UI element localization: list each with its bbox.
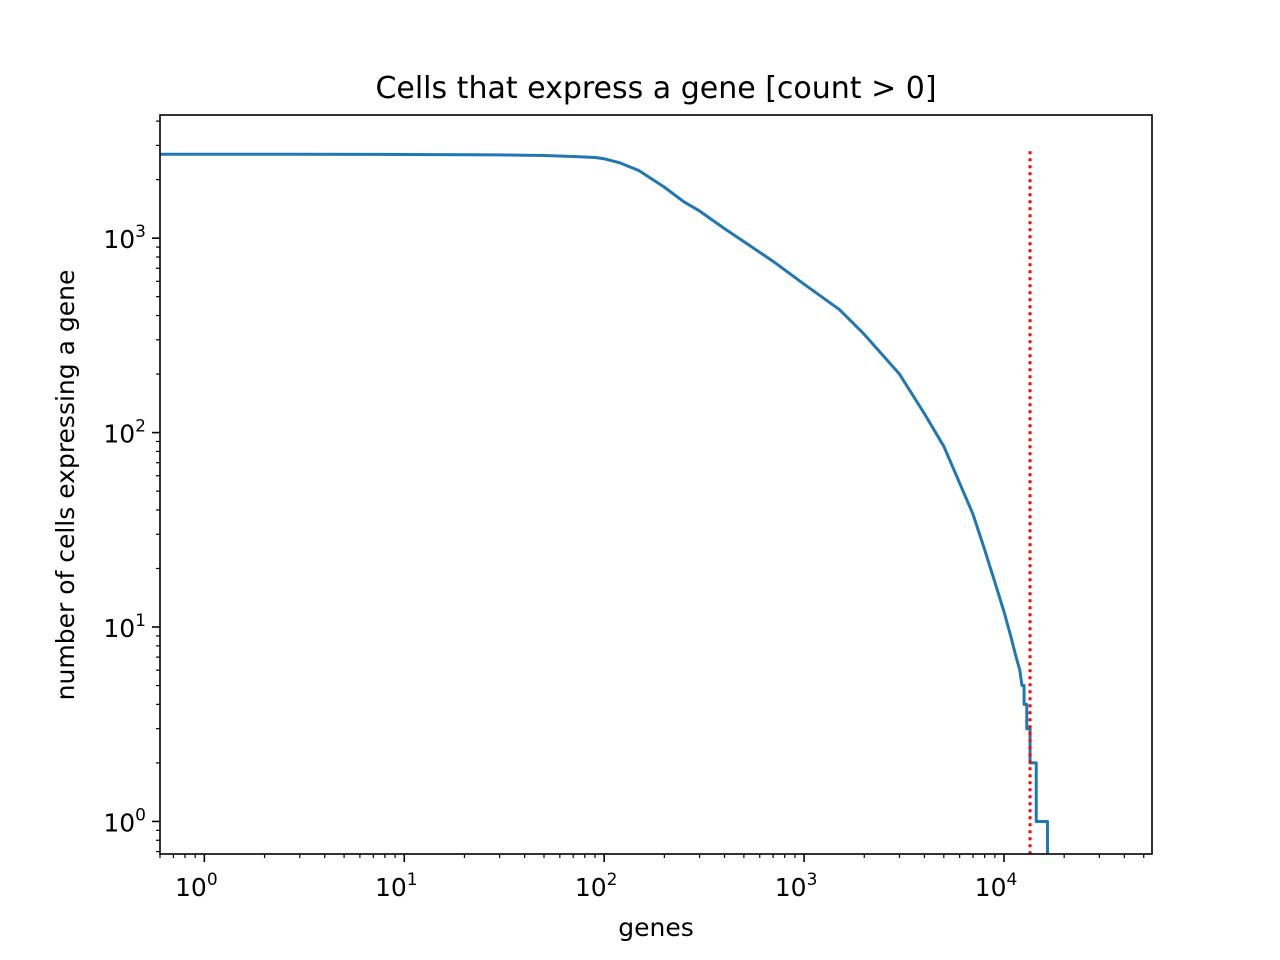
x-tick-label-3: 103: [775, 870, 818, 902]
plot-frame: [159, 114, 1153, 855]
chart-title: Cells that express a gene [count > 0]: [375, 71, 936, 106]
x-tick-label-4: 104: [975, 870, 1018, 902]
x-tick-label-2: 102: [575, 870, 618, 902]
y-tick-label-2: 102: [103, 417, 146, 449]
y-tick-label-3: 103: [103, 222, 146, 254]
x-tick-label-1: 101: [375, 870, 418, 902]
y-axis-label: number of cells expressing a gene: [51, 270, 80, 701]
plot-area: [159, 114, 1153, 855]
x-axis: 100 101 102 103 104: [159, 854, 1145, 902]
x-axis-label: genes: [618, 913, 694, 942]
x-tick-label-0: 100: [175, 870, 218, 902]
y-axis: 100 101 102 103: [103, 120, 160, 853]
y-tick-label-0: 100: [103, 805, 146, 837]
y-tick-label-1: 101: [103, 611, 146, 643]
series-line-0: [160, 152, 1049, 854]
